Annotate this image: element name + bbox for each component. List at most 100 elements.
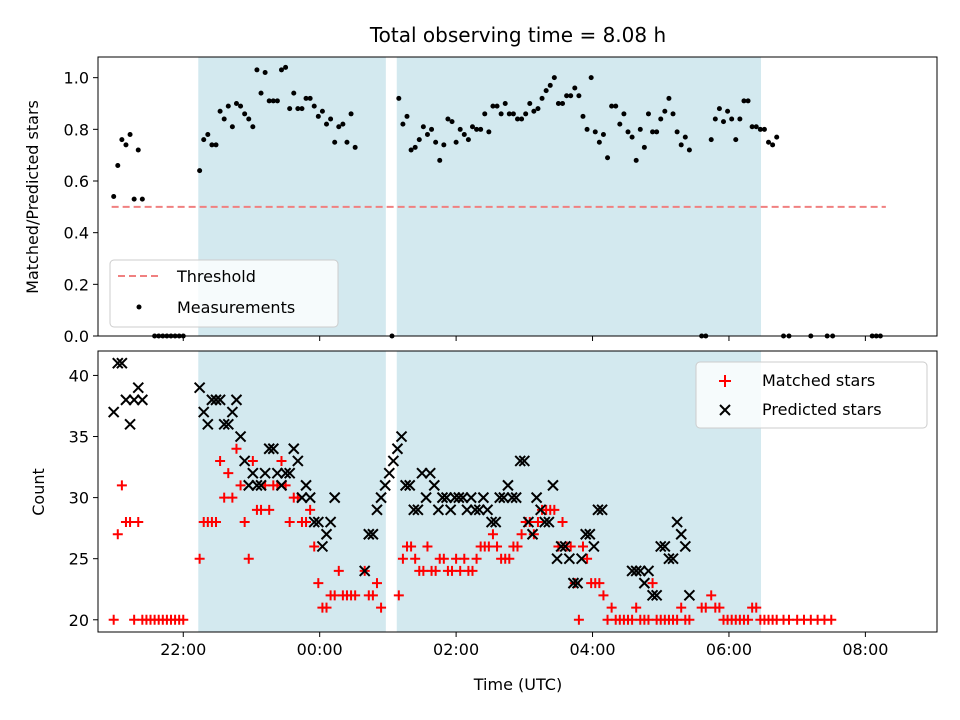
predicted-star-point [659, 540, 671, 553]
predicted-star-point [679, 540, 692, 553]
measurement-point [510, 111, 516, 117]
predicted-star-point [440, 491, 453, 504]
predicted-star-point [650, 589, 663, 602]
predicted-star-point [408, 504, 420, 516]
measurement-point [596, 139, 602, 145]
predicted-star-point [506, 491, 518, 504]
measurement-point [486, 129, 492, 135]
measurement-point [753, 124, 759, 130]
measurement-point [445, 116, 451, 122]
predicted-star-point [300, 479, 312, 492]
predicted-star-point [596, 504, 608, 516]
top-shaded-intervals [198, 57, 762, 336]
matched-star-point [516, 529, 527, 540]
measurement-point [720, 119, 726, 125]
x-axis-label: Time (UTC) [473, 675, 562, 694]
matched-star-point [751, 602, 762, 613]
measurement-point [535, 106, 541, 112]
measurement-point [641, 144, 647, 150]
predicted-stars-points [107, 357, 696, 602]
predicted-star-point [502, 479, 514, 492]
measurement-point [119, 137, 125, 143]
predicted-star-point [428, 479, 440, 492]
measurement-point [258, 90, 264, 96]
measurement-point [344, 139, 350, 145]
predicted-star-point [404, 479, 416, 492]
matched-star-point [647, 578, 658, 589]
predicted-star-point [320, 528, 333, 540]
measurement-point [295, 106, 301, 112]
predicted-star-point [116, 357, 128, 369]
measurement-point [625, 129, 631, 135]
predicted-star-point [218, 418, 230, 431]
matched-star-point [178, 614, 189, 625]
matched-star-point [231, 443, 242, 454]
measurement-point [757, 126, 763, 132]
predicted-star-point [489, 516, 502, 528]
measurement-point [274, 98, 280, 104]
predicted-star-point [449, 491, 461, 504]
measurement-point [404, 113, 410, 119]
measurement-point [506, 111, 512, 117]
matched-star-point [565, 541, 576, 552]
matched-star-point [313, 578, 324, 589]
matched-star-point [459, 553, 470, 564]
measurement-point [564, 93, 570, 99]
matched-star-point [684, 614, 695, 625]
predicted-star-point [416, 467, 428, 479]
predicted-star-point [112, 357, 124, 369]
measurement-point [328, 116, 334, 122]
x-tick-label: 06:00 [706, 640, 752, 659]
matched-star-point [194, 553, 205, 564]
measurement-point [519, 116, 525, 122]
measurement-point [494, 103, 500, 109]
bottom-legend: Matched stars Predicted stars [695, 361, 928, 429]
predicted-star-point [267, 443, 280, 455]
measurement-point [560, 101, 566, 106]
measurement-point [131, 196, 137, 202]
matched-star-point [247, 455, 258, 466]
predicted-star-point [255, 479, 267, 492]
matched-star-point [512, 541, 523, 552]
matched-star-point [582, 553, 593, 564]
measurement-point [629, 134, 635, 140]
top-legend-box [109, 259, 339, 328]
predicted-star-point [395, 430, 408, 443]
matched-star-point [321, 602, 332, 613]
predicted-star-point [292, 455, 304, 467]
measurement-point [139, 196, 145, 202]
measurement-point [650, 129, 656, 135]
predicted-star-point [461, 504, 473, 516]
measurement-point [580, 113, 586, 119]
x-tick-label: 08:00 [842, 640, 888, 659]
predicted-star-point [230, 394, 243, 406]
measurement-point [291, 90, 297, 96]
matched-star-point [211, 517, 222, 528]
matched-star-point [631, 602, 642, 613]
predicted-star-point [120, 394, 132, 406]
top-y-axis-label: Matched/Predicted stars [23, 100, 42, 294]
measurement-point [576, 93, 582, 99]
y-tick-label: 0.8 [64, 120, 89, 139]
predicted-star-point [555, 540, 567, 553]
measurement-point [539, 95, 545, 101]
matched-star-point [406, 541, 417, 552]
predicted-star-point [444, 504, 457, 516]
matched-star-point [367, 590, 378, 601]
predicted-star-point [210, 394, 222, 406]
measurement-point [605, 155, 611, 161]
measurement-point [617, 121, 623, 127]
measurement-point [400, 121, 406, 127]
predicted-star-point [226, 406, 239, 418]
predicted-star-point [412, 504, 424, 516]
matched-star-point [235, 480, 246, 491]
measurement-point [437, 157, 443, 163]
measurement-point [568, 93, 574, 99]
predicted-star-point [367, 528, 379, 540]
predicted-star-point [371, 504, 383, 516]
predicted-star-point [279, 467, 292, 479]
matched-star-point [223, 468, 234, 479]
predicted-star-point [424, 467, 436, 479]
matched-star-point [108, 614, 119, 625]
measurement-point [229, 124, 235, 130]
